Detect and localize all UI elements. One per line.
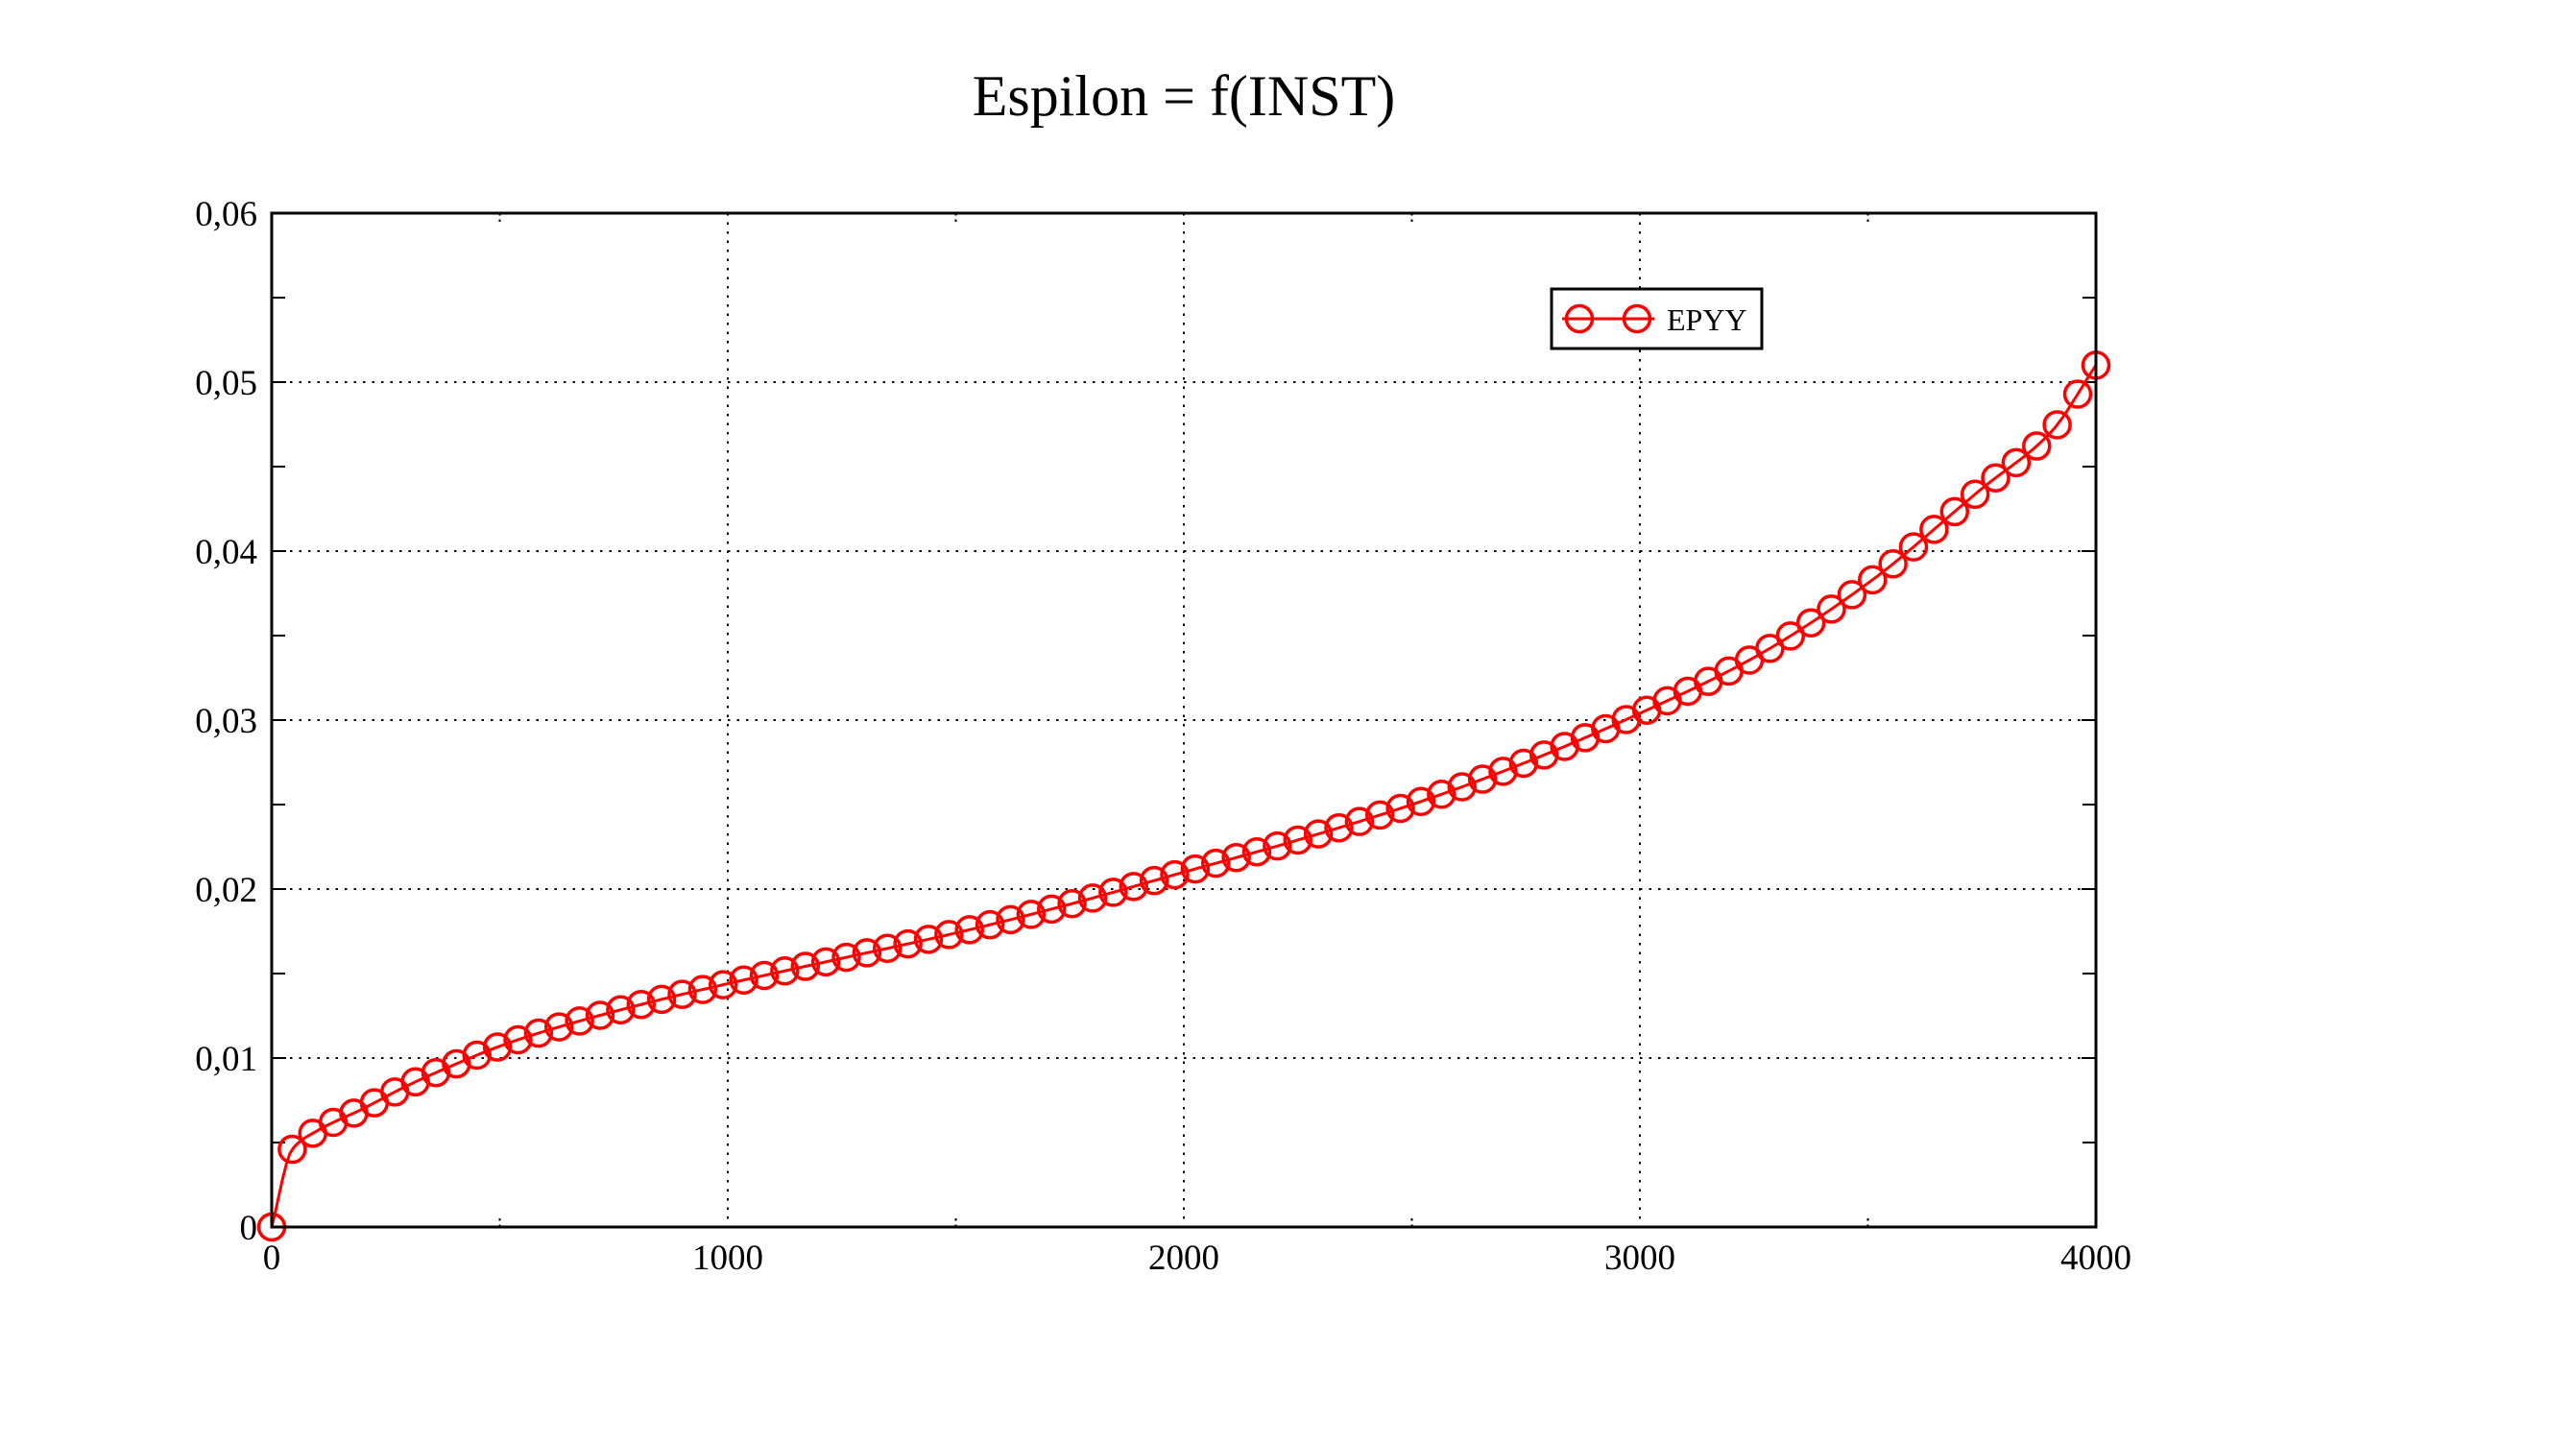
x-tick-label: 1000 bbox=[692, 1239, 763, 1278]
series-marker bbox=[893, 928, 923, 959]
legend-marker-icon bbox=[1564, 303, 1595, 334]
series-marker bbox=[1919, 515, 1949, 544]
series-marker bbox=[1241, 836, 1272, 867]
series-marker bbox=[810, 947, 841, 977]
series-marker bbox=[2042, 410, 2072, 440]
series-marker bbox=[996, 904, 1025, 935]
series-marker bbox=[1898, 532, 1929, 562]
series-marker bbox=[523, 1018, 554, 1048]
series-marker bbox=[913, 925, 944, 954]
series-marker bbox=[709, 970, 738, 999]
y-tick-label: 0 bbox=[240, 1209, 258, 1248]
series-marker bbox=[1077, 883, 1108, 913]
series-marker bbox=[482, 1032, 513, 1062]
series-marker bbox=[1303, 819, 1334, 849]
y-tick-label: 0,01 bbox=[195, 1040, 257, 1079]
series-marker bbox=[1508, 748, 1539, 779]
series-marker bbox=[1960, 479, 1990, 510]
series-marker bbox=[1324, 812, 1354, 843]
series-marker bbox=[1817, 594, 1846, 624]
legend: EPYY bbox=[1550, 287, 1764, 350]
series-marker bbox=[1139, 865, 1169, 896]
series-marker bbox=[1201, 848, 1231, 878]
series-marker bbox=[770, 955, 800, 986]
series-marker bbox=[1119, 872, 1148, 902]
series-marker bbox=[1447, 772, 1477, 802]
series-marker bbox=[626, 989, 656, 1020]
series-marker bbox=[831, 942, 861, 973]
series-marker bbox=[749, 960, 780, 991]
y-tick-label: 0,03 bbox=[195, 702, 257, 741]
series-marker bbox=[1939, 496, 1969, 527]
series-marker bbox=[1283, 825, 1312, 855]
series-marker bbox=[1427, 780, 1457, 809]
series-line bbox=[270, 364, 2098, 1228]
legend-marker-icon bbox=[1622, 303, 1652, 334]
series-marker bbox=[1488, 757, 1518, 786]
series-marker bbox=[1775, 621, 1805, 651]
x-tick-label: 3000 bbox=[1604, 1239, 1675, 1278]
series-marker bbox=[1795, 608, 1826, 638]
series-marker bbox=[954, 915, 984, 945]
chart-title: Espilon = f(INST) bbox=[973, 64, 1395, 128]
series-marker bbox=[667, 979, 697, 1009]
series-marker bbox=[1098, 878, 1128, 907]
series-marker bbox=[462, 1040, 492, 1071]
legend-label: EPYY bbox=[1667, 302, 1747, 337]
series-marker bbox=[687, 975, 718, 1004]
series-marker bbox=[606, 995, 636, 1025]
series-marker bbox=[1057, 888, 1087, 919]
series-marker bbox=[1858, 565, 1888, 595]
series-marker bbox=[585, 1000, 615, 1030]
series-marker bbox=[1016, 900, 1047, 929]
series-marker bbox=[873, 933, 903, 964]
series-marker bbox=[2062, 379, 2093, 409]
y-tick-label: 0,02 bbox=[195, 871, 257, 910]
plot-area: 0 1000 2000 3000 4000 0 0,01 0,02 0,03 0,04 0,05 0,… bbox=[195, 195, 2131, 1278]
series-marker bbox=[729, 965, 758, 996]
series-marker bbox=[1037, 894, 1067, 925]
series-marker bbox=[1221, 842, 1251, 873]
series-marker bbox=[852, 938, 882, 968]
series-marker bbox=[2001, 447, 2032, 478]
series-marker bbox=[1467, 764, 1498, 794]
y-tick-label: 0,06 bbox=[195, 195, 257, 234]
series-marker bbox=[1406, 786, 1436, 817]
series-marker bbox=[565, 1006, 594, 1036]
series-marker bbox=[2022, 431, 2052, 461]
series-marker bbox=[1160, 859, 1190, 890]
series-marker bbox=[544, 1012, 574, 1042]
series-marker bbox=[934, 920, 964, 950]
x-tick-label: 4000 bbox=[2060, 1239, 2131, 1278]
series-marker bbox=[1263, 830, 1292, 861]
series-marker bbox=[1837, 580, 1867, 610]
series-marker bbox=[646, 984, 677, 1015]
series-marker bbox=[503, 1024, 533, 1055]
series-marker bbox=[790, 951, 820, 981]
series-marker bbox=[1180, 854, 1211, 884]
series-marker bbox=[1878, 549, 1908, 579]
series-marker bbox=[1981, 463, 2010, 493]
y-tick-label: 0,04 bbox=[195, 533, 257, 572]
x-tick-label: 0 bbox=[263, 1239, 281, 1278]
series-marker bbox=[1365, 800, 1395, 830]
series-marker bbox=[975, 909, 1005, 940]
series-marker bbox=[1385, 793, 1415, 824]
series-marker bbox=[277, 1134, 307, 1165]
y-tick-label: 0,05 bbox=[195, 364, 257, 403]
x-tick-label: 2000 bbox=[1148, 1239, 1219, 1278]
series-marker bbox=[1344, 806, 1375, 836]
plot-border bbox=[270, 211, 2098, 1229]
